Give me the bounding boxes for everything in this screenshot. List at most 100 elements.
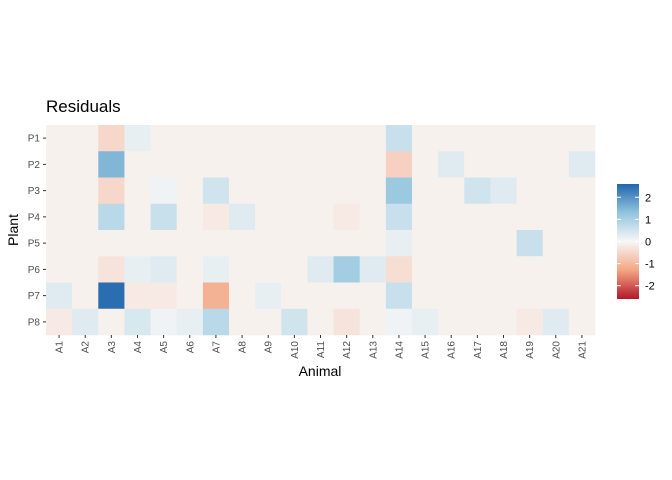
heatmap-cell: [46, 177, 73, 205]
heatmap-cell: [412, 308, 439, 336]
heatmap-cell: [229, 203, 256, 231]
heatmap-cell: [46, 230, 73, 257]
heatmap-cell: [255, 125, 282, 152]
x-tick-label: A1: [55, 341, 66, 354]
heatmap-cell: [438, 125, 465, 152]
y-tick-label: P1: [28, 134, 41, 145]
heatmap-cell: [359, 230, 387, 257]
heatmap-cell: [124, 230, 151, 257]
heatmap-cell: [281, 125, 308, 152]
heatmap-cell: [229, 308, 256, 336]
heatmap-cell: [359, 256, 387, 283]
heatmap-cell: [359, 151, 387, 178]
heatmap-cell: [490, 230, 517, 257]
x-tick-labels: A1 A2 A3 A4 A5 A6 A7 A8 A9 A10 A11 A12 A13 A14 A15 A16 A…: [55, 335, 588, 359]
heatmap-cell: [359, 125, 387, 152]
y-tick-label: P5: [28, 239, 41, 250]
heatmap-cell: [46, 125, 73, 152]
heatmap-cell: [281, 256, 308, 283]
heatmap-cell: [516, 282, 544, 310]
legend-tick-label: 2: [645, 192, 651, 204]
heatmap-cell: [568, 282, 596, 310]
legend-tick-label: 1: [645, 214, 651, 226]
heatmap-cell: [202, 256, 230, 283]
heatmap-cell: [255, 230, 282, 257]
heatmap-cell: [150, 282, 178, 310]
heatmap-cell: [150, 203, 178, 231]
heatmap-cell: [438, 230, 465, 257]
heatmap-cell: [438, 203, 465, 231]
heatmap-cell: [490, 203, 517, 231]
heatmap-cell: [150, 308, 178, 336]
heatmap-cell: [98, 125, 125, 152]
heatmap-cell: [568, 177, 596, 205]
y-tick-label: P4: [28, 212, 41, 223]
heatmap-cell: [542, 125, 570, 152]
heatmap-cell: [202, 230, 230, 257]
heatmap-cell: [46, 308, 73, 336]
x-tick-label: A16: [447, 341, 458, 359]
heatmap-cell: [464, 256, 491, 283]
heatmap-cell: [359, 203, 387, 231]
legend-ticks: 2 1 0 -1 -2: [617, 192, 655, 293]
heatmap-cell: [385, 256, 413, 283]
heatmap-cell: [568, 203, 596, 231]
heatmap-cell: [490, 256, 517, 283]
heatmap-cell: [516, 256, 544, 283]
heatmap-cell: [176, 230, 204, 257]
heatmap-cell: [542, 256, 570, 283]
heatmap-cell: [307, 125, 334, 152]
heatmap-cell: [542, 203, 570, 231]
heatmap-cell: [359, 308, 387, 336]
heatmap-cell: [229, 125, 256, 152]
x-tick-label: A18: [499, 341, 510, 359]
legend-colorbar: [617, 184, 639, 299]
heatmap-cell: [176, 256, 204, 283]
heatmap-cell: [202, 151, 230, 178]
heatmap-cell: [516, 177, 544, 205]
heatmap-cell: [412, 177, 439, 205]
heatmap-cell: [176, 177, 204, 205]
x-tick-label: A21: [577, 341, 588, 359]
heatmap-cell: [307, 203, 334, 231]
heatmap-cell: [333, 256, 361, 283]
x-tick-label: A5: [159, 341, 170, 354]
heatmap-cell: [333, 230, 361, 257]
heatmap-cell: [150, 151, 178, 178]
heatmap-cell: [490, 177, 517, 205]
heatmap-cell: [385, 125, 413, 152]
heatmap-cell: [412, 151, 439, 178]
heatmap-cell: [72, 177, 99, 205]
chart-title: Residuals: [46, 97, 121, 116]
heatmap-cell: [98, 177, 125, 205]
heatmap-cell: [307, 151, 334, 178]
heatmap-cell: [281, 308, 308, 336]
heatmap-cells: [46, 125, 596, 336]
heatmap-cell: [568, 151, 596, 178]
heatmap-cell: [490, 125, 517, 152]
heatmap-cell: [333, 203, 361, 231]
heatmap-cell: [281, 282, 308, 310]
heatmap-cell: [542, 151, 570, 178]
heatmap-cell: [568, 125, 596, 152]
heatmap-cell: [229, 177, 256, 205]
heatmap-cell: [464, 282, 491, 310]
heatmap-cell: [124, 151, 151, 178]
heatmap-cell: [255, 177, 282, 205]
heatmap-cell: [124, 308, 151, 336]
heatmap-cell: [438, 282, 465, 310]
heatmap-cell: [150, 177, 178, 205]
heatmap-cell: [307, 282, 334, 310]
heatmap-cell: [281, 203, 308, 231]
heatmap-cell: [438, 308, 465, 336]
heatmap-cell: [281, 177, 308, 205]
heatmap-cell: [124, 282, 151, 310]
heatmap-cell: [46, 256, 73, 283]
heatmap-cell: [98, 203, 125, 231]
x-tick-label: A2: [81, 341, 92, 354]
heatmap-cell: [333, 125, 361, 152]
heatmap-cell: [516, 203, 544, 231]
heatmap-cell: [333, 308, 361, 336]
y-tick-label: P6: [28, 265, 41, 276]
heatmap-cell: [255, 308, 282, 336]
